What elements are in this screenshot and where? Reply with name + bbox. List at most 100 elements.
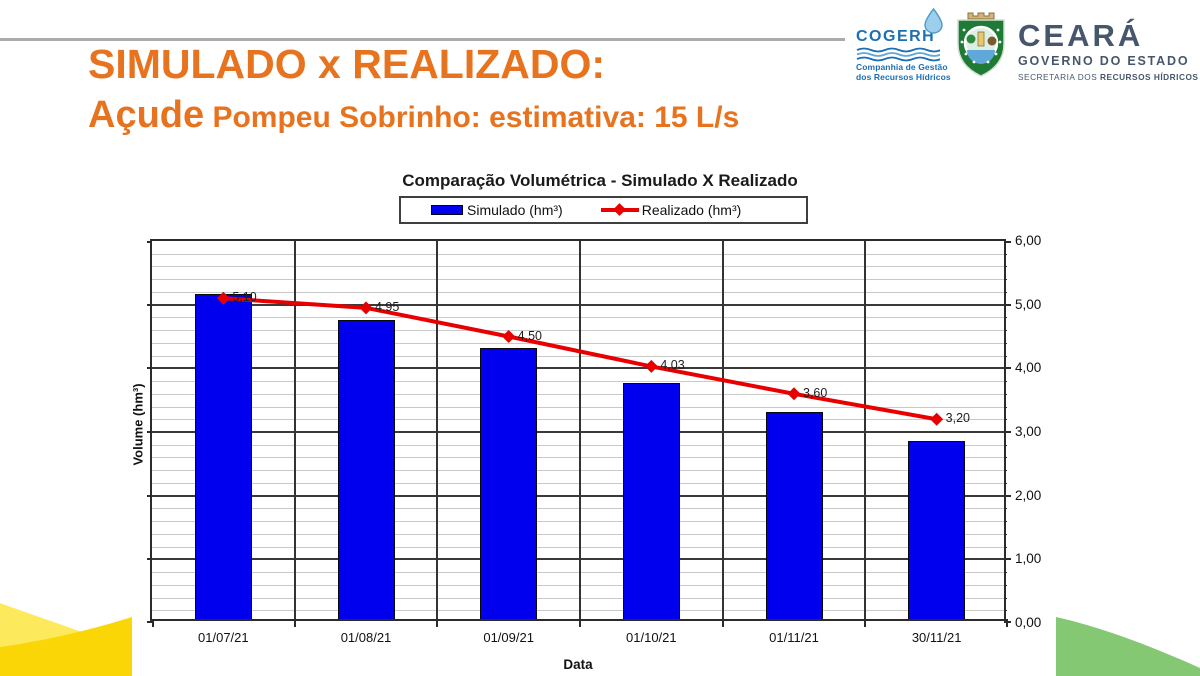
chart-legend: Simulado (hm³) Realizado (hm³): [399, 196, 808, 224]
data-label: 4,50: [517, 328, 542, 343]
x-axis-tick: [864, 619, 867, 627]
slide-title-line2-lead: Açude: [88, 94, 205, 136]
legend-entry-realizado: Realizado (hm³): [600, 202, 741, 218]
y-axis-minor-tick: [1004, 597, 1007, 599]
category-boundary-line: [436, 241, 439, 619]
y-axis-minor-tick: [1004, 482, 1007, 484]
slide-title-line1: SIMULADO x REALIZADO:: [88, 41, 606, 87]
chart-title: Comparação Volumétrica - Simulado X Real…: [402, 171, 798, 190]
data-label: 4,95: [375, 299, 400, 314]
y-axis-minor-tick: [1004, 291, 1007, 293]
minor-gridline: [152, 342, 1004, 344]
y-tick-label: 1,00: [1015, 551, 1042, 567]
major-gridline: [152, 367, 1004, 370]
ceara-secretaria-regular: SECRETARIA DOS: [1018, 72, 1101, 82]
bar: [908, 440, 966, 619]
minor-gridline: [152, 572, 1004, 574]
y-axis-minor-tick: [1004, 572, 1007, 574]
y-axis-tick: [1004, 558, 1011, 561]
x-axis-tick: [436, 619, 439, 627]
y-axis-minor-tick: [1004, 317, 1007, 319]
minor-gridline: [152, 381, 1004, 383]
crest-crown: [967, 12, 995, 20]
y-axis-minor-tick: [1004, 444, 1007, 446]
x-tick-label: 01/09/21: [483, 630, 534, 645]
cogerh-subtitle-line2: dos Recursos Hídricos: [856, 72, 951, 83]
bar: [765, 412, 823, 619]
legend-bar-swatch: [431, 205, 463, 215]
y-axis-minor-tick: [1004, 279, 1007, 281]
x-axis-tick: [579, 619, 581, 627]
diamond-marker: [502, 330, 516, 343]
y-axis-minor-tick: [1004, 355, 1007, 357]
minor-gridline: [152, 610, 1004, 612]
bar: [194, 294, 252, 619]
category-boundary-line: [721, 241, 724, 619]
data-label: 3,60: [803, 385, 828, 400]
diamond-marker: [930, 412, 944, 426]
plot-area: Data 0,00 1,00 2,00 3,00 4,00 5,00 6,00 5,10 4,9…: [147, 233, 1041, 672]
minor-gridline: [152, 291, 1004, 293]
legend-line-swatch: [600, 203, 639, 216]
water-drop-icon: [924, 8, 943, 34]
y-axis-left-tick: [147, 494, 152, 497]
x-tick-label: 01/10/21: [626, 630, 677, 645]
y-axis-left-tick: [147, 241, 152, 243]
y-axis-minor-tick: [1004, 253, 1007, 255]
minor-gridline: [152, 330, 1004, 332]
y-axis-minor-tick: [1004, 266, 1007, 268]
y-axis-left-tick: [147, 431, 152, 433]
x-axis-tick: [152, 619, 154, 627]
minor-gridline: [152, 584, 1004, 586]
y-axis-minor-tick: [1004, 381, 1007, 383]
minor-gridline: [152, 457, 1004, 459]
y-tick-label: 5,00: [1015, 296, 1042, 312]
y-axis-minor-tick: [1004, 419, 1007, 421]
yellow-wave-dark: [0, 617, 132, 676]
corner-wave-yellow: [0, 603, 132, 676]
x-tick-label: 01/07/21: [198, 630, 249, 645]
minor-gridline: [152, 533, 1004, 535]
y-tick-label: 4,00: [1015, 360, 1042, 376]
bar: [337, 319, 395, 619]
top-rule: [0, 38, 845, 41]
ceara-name: CEARÁ: [1018, 18, 1144, 53]
minor-gridline: [152, 546, 1004, 548]
minor-gridline: [152, 521, 1004, 523]
ceara-governo: GOVERNO DO ESTADO: [1018, 54, 1190, 68]
minor-gridline: [152, 444, 1004, 446]
minor-gridline: [152, 406, 1004, 408]
y-axis-minor-tick: [1004, 470, 1007, 472]
cogerh-logo: COGERH Companhia de Gestão dos Recursos …: [856, 8, 956, 82]
y-axis-minor-tick: [1004, 521, 1007, 523]
y-axis-minor-tick: [1004, 457, 1007, 459]
category-boundary-line: [579, 241, 581, 619]
y-axis-title: Volume (hm³): [130, 383, 146, 466]
crest-stars: [960, 28, 1002, 64]
y-axis-left-tick: [147, 558, 152, 561]
y-axis-tick: [1004, 303, 1011, 306]
data-label: 3,20: [945, 411, 970, 426]
data-label: 5,10: [232, 290, 257, 305]
category-boundary-line: [293, 241, 296, 619]
y-axis-left-tick: [147, 621, 152, 623]
y-axis-minor-tick: [1004, 546, 1007, 548]
legend-entry-simulado: Simulado (hm³): [431, 202, 563, 218]
minor-gridline: [152, 279, 1004, 281]
minor-gridline: [152, 266, 1004, 268]
major-gridline: [152, 558, 1004, 561]
cogerh-name: COGERH: [856, 28, 936, 45]
y-axis-minor-tick: [1004, 342, 1007, 344]
crest-tree: [966, 34, 976, 44]
y-axis-minor-tick: [1004, 533, 1007, 535]
diamond-marker: [216, 291, 230, 305]
corner-wave-green: [1056, 617, 1200, 676]
y-axis-minor-tick: [1004, 610, 1007, 612]
y-axis-tick: [1004, 431, 1011, 433]
x-tick-label: 01/08/21: [340, 630, 392, 645]
minor-gridline: [152, 393, 1004, 395]
diamond-marker: [644, 359, 658, 373]
x-tick-label: 30/11/21: [911, 630, 962, 645]
slide-title: SIMULADO x REALIZADO: Açude Pompeu Sobri…: [88, 40, 739, 137]
y-axis-tick: [1004, 241, 1011, 243]
